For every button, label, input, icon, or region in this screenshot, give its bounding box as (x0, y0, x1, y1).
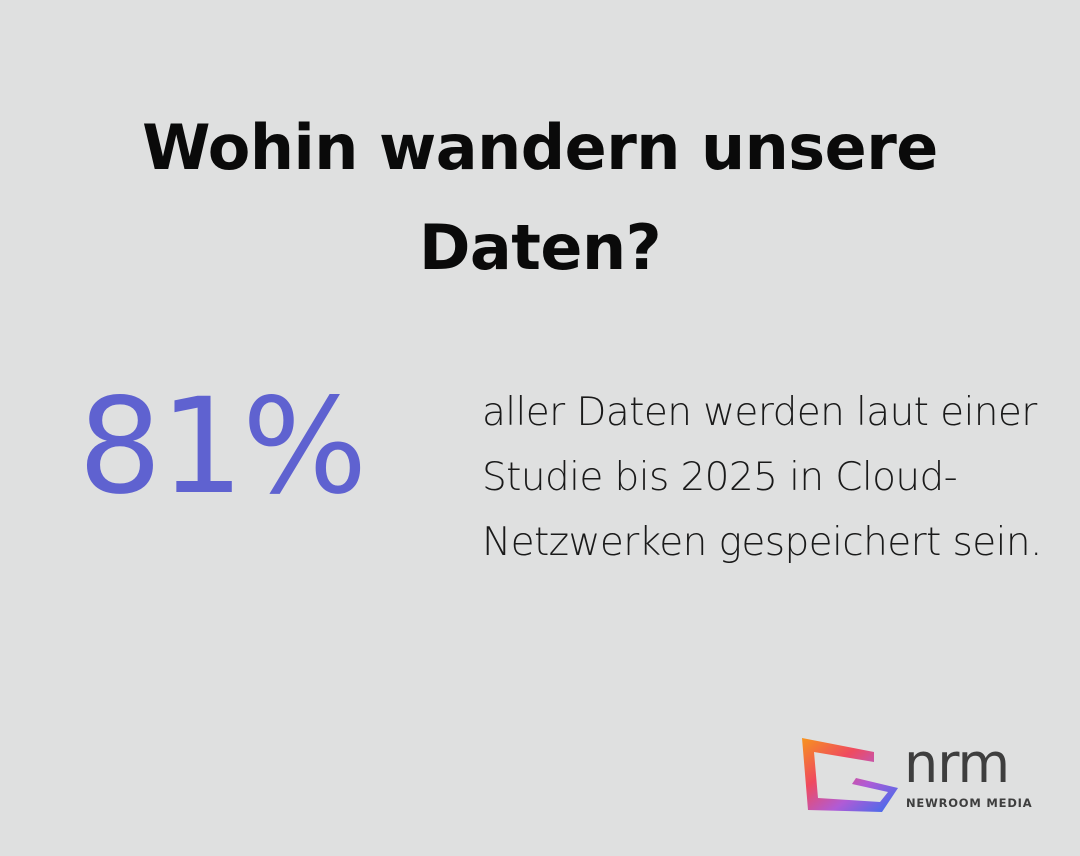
logo-wordmark: nrm (904, 732, 1010, 795)
logo-mark-icon (802, 738, 898, 812)
stat-value: 81% (78, 370, 367, 524)
page-title: Wohin wandern unsere Daten? (142, 111, 938, 284)
brand-logo: nrm NEWROOM MEDIA (798, 734, 1048, 824)
logo-tagline: NEWROOM MEDIA (906, 796, 1033, 810)
stat-description: aller Daten werden laut einer Studie bis… (482, 390, 1042, 565)
